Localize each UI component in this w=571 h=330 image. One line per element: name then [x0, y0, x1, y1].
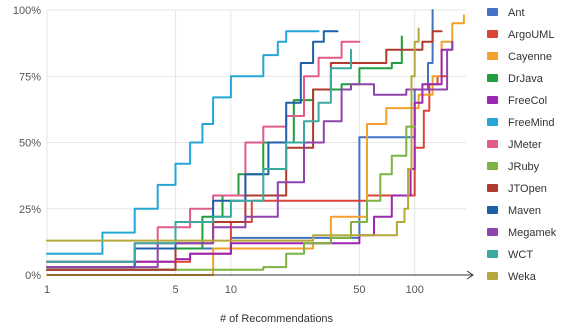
legend-label-wct: WCT: [508, 249, 533, 261]
legend-swatch-freecol: [487, 96, 498, 104]
legend-label-freecol: FreeCol: [508, 95, 547, 107]
legend-label-freemind: FreeMind: [508, 117, 554, 129]
legend-label-weka: Weka: [508, 271, 537, 283]
legend-swatch-weka: [487, 272, 498, 280]
legend-label-drjava: DrJava: [508, 73, 544, 85]
legend-swatch-drjava: [487, 74, 498, 82]
series-line-maven: [46, 30, 339, 269]
legend-swatch-jtopen: [487, 184, 498, 192]
legend-label-jmeter: JMeter: [508, 139, 542, 151]
y-tick-label: 75%: [19, 71, 41, 83]
series-line-argouml: [46, 75, 449, 263]
series-line-jruby: [46, 125, 416, 271]
y-tick-label: 50%: [19, 138, 41, 150]
legend-label-ant: Ant: [508, 7, 525, 19]
legend-label-cayenne: Cayenne: [508, 51, 552, 63]
legend-swatch-freemind: [487, 118, 498, 126]
series-lines: [46, 9, 465, 276]
series-line-wct: [46, 48, 352, 263]
y-tick-label: 100%: [13, 5, 41, 17]
x-tick-label: 1: [44, 284, 50, 296]
axes: 0% 25% 50% 75% 100% 1 5 10 50 100 # of Recommendat…: [13, 5, 474, 325]
legend-label-jtopen: JTOpen: [508, 183, 547, 195]
y-tick-label: 25%: [19, 204, 41, 216]
legend-swatch-ant: [487, 8, 498, 16]
series-line-weka: [46, 27, 420, 242]
legend-swatch-jmeter: [487, 140, 498, 148]
legend-label-maven: Maven: [508, 205, 541, 217]
series-line-freecol: [46, 40, 454, 263]
legend: Ant ArgoUML Cayenne DrJava FreeCol FreeMind JM…: [487, 7, 557, 283]
y-tick-label: 0%: [25, 270, 41, 282]
legend-label-argouml: ArgoUML: [508, 29, 554, 41]
legend-swatch-cayenne: [487, 52, 498, 60]
series-line-jmeter: [46, 40, 361, 269]
legend-swatch-argouml: [487, 30, 498, 38]
series-line-megamek: [46, 40, 454, 269]
x-tick-label: 5: [172, 284, 178, 296]
legend-label-megamek: Megamek: [508, 227, 557, 239]
series-line-cayenne: [46, 14, 465, 276]
legend-swatch-maven: [487, 206, 498, 214]
x-tick-label: 10: [225, 284, 237, 296]
legend-swatch-megamek: [487, 228, 498, 236]
legend-label-jruby: JRuby: [508, 161, 540, 173]
legend-swatch-jruby: [487, 162, 498, 170]
series-line-freemind: [46, 30, 320, 255]
legend-swatch-wct: [487, 250, 498, 258]
x-tick-label: 100: [406, 284, 424, 296]
x-axis-arrow: [466, 270, 474, 280]
series-line-jtopen: [46, 30, 443, 271]
x-tick-label: 50: [353, 284, 365, 296]
x-axis-title: # of Recommendations: [220, 313, 334, 325]
